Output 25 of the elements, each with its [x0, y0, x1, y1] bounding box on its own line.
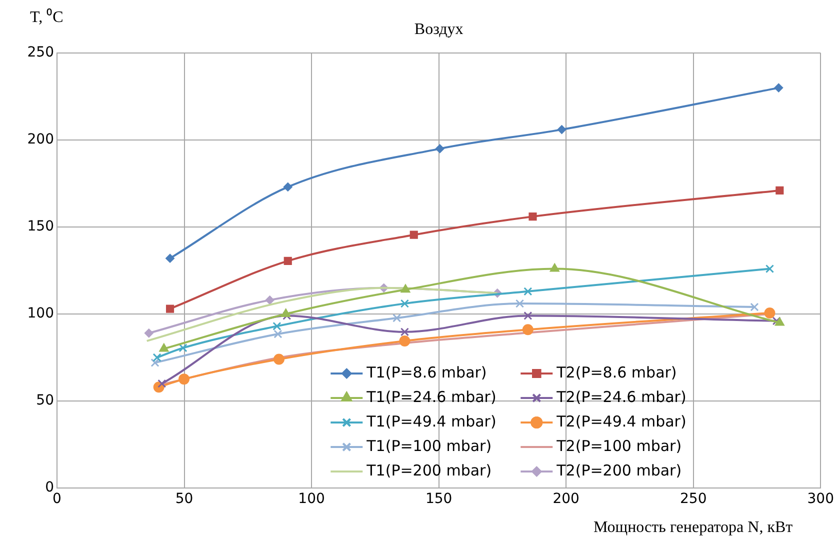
legend-label: T2(P=200 mbar) — [556, 461, 682, 480]
legend-label: T2(P=100 mbar) — [556, 436, 682, 455]
legend-label: T1(P=49.4 mbar) — [366, 412, 496, 430]
x-axis-title: Мощность генератора N, кВт — [593, 519, 793, 536]
legend-label: T1(P=8.6 mbar) — [366, 363, 487, 382]
legend-label: T2(P=49.4 mbar) — [556, 412, 686, 430]
y-axis-title: T, ⁰C — [30, 8, 64, 26]
x-tick-label: 250 — [680, 491, 707, 508]
x-tick-label: 300 — [807, 491, 834, 508]
x-tick-label: 200 — [552, 491, 580, 508]
x-tick-label: 150 — [425, 491, 452, 508]
y-tick-label: 250 — [27, 44, 54, 61]
x-tick-label: 100 — [298, 491, 325, 508]
legend-label: T2(P=24.6 mbar) — [556, 388, 686, 406]
legend-label: T1(P=24.6 mbar) — [366, 388, 496, 406]
y-tick-label: 100 — [27, 306, 54, 322]
legend-label: T1(P=200 mbar) — [366, 461, 492, 480]
chart-title: Воздух — [414, 21, 464, 38]
legend-label: T2(P=8.6 mbar) — [556, 363, 677, 382]
y-tick-label: 50 — [36, 392, 54, 409]
x-tick-label: 50 — [175, 491, 194, 508]
y-tick-label: 200 — [27, 132, 54, 148]
y-tick-label: 150 — [27, 218, 54, 235]
y-tick-label: 0 — [45, 480, 54, 496]
legend-label: T1(P=100 mbar) — [366, 436, 492, 455]
